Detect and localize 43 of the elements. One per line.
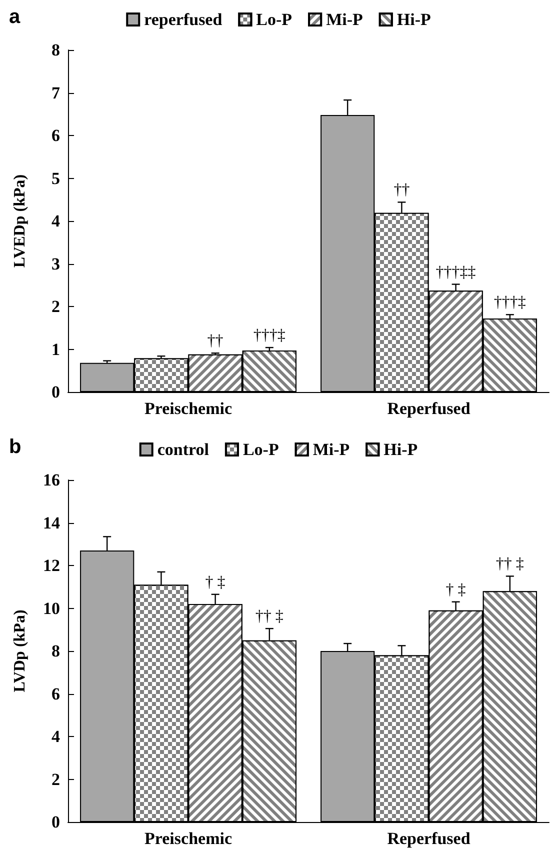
y-tick-label: 4 [52, 212, 60, 230]
data-label: †††‡‡ [436, 264, 476, 281]
legend-label: Mi-P [312, 440, 350, 459]
x-tick-label: Reperfused [387, 399, 471, 418]
y-tick-label: 6 [52, 684, 60, 704]
data-label: † ‡ [205, 574, 226, 591]
y-tick-label: 1 [52, 340, 60, 359]
data-label: †††‡ [494, 294, 526, 312]
y-tick-label: 4 [52, 727, 60, 746]
y-tick-label: 7 [52, 83, 60, 102]
legend-label: Hi-P [384, 440, 418, 459]
y-tick-label: 2 [52, 297, 60, 316]
data-label: †† [394, 182, 410, 199]
y-tick-label: 12 [43, 556, 60, 575]
y-tick-label: 16 [43, 470, 60, 490]
y-tick-label: 10 [43, 598, 60, 618]
data-label: †† ‡ [496, 556, 524, 573]
legend-label: reperfused [144, 10, 223, 29]
chart-title: b [9, 436, 22, 458]
y-axis-title: LVEDp (kPa) [12, 174, 28, 268]
legend-label: Mi-P [326, 10, 363, 29]
y-tick-label: 5 [52, 168, 60, 188]
chart-title: a [9, 6, 21, 28]
data-label: †† ‡ [255, 608, 284, 626]
legend-label: control [157, 440, 210, 459]
legend-label: Hi-P [396, 10, 431, 29]
y-tick-label: 0 [52, 382, 60, 402]
data-label: † ‡ [446, 581, 466, 598]
data-label: †† [207, 332, 224, 350]
data-label: †††‡ [253, 327, 286, 344]
y-tick-label: 8 [52, 642, 60, 660]
y-tick-label: 8 [52, 40, 60, 60]
legend-label: Lo-P [256, 10, 292, 29]
y-tick-label: 6 [52, 126, 60, 145]
y-tick-label: 2 [52, 770, 60, 789]
y-tick-label: 3 [52, 254, 60, 274]
y-tick-label: 14 [43, 513, 60, 532]
x-tick-label: Reperfused [387, 829, 471, 848]
y-tick-label: 0 [52, 812, 60, 832]
x-tick-label: Preischemic [144, 399, 232, 418]
y-axis-title: LVDp (kPa) [12, 610, 28, 692]
x-tick-label: Preischemic [144, 829, 232, 848]
legend-label: Lo-P [242, 440, 279, 459]
